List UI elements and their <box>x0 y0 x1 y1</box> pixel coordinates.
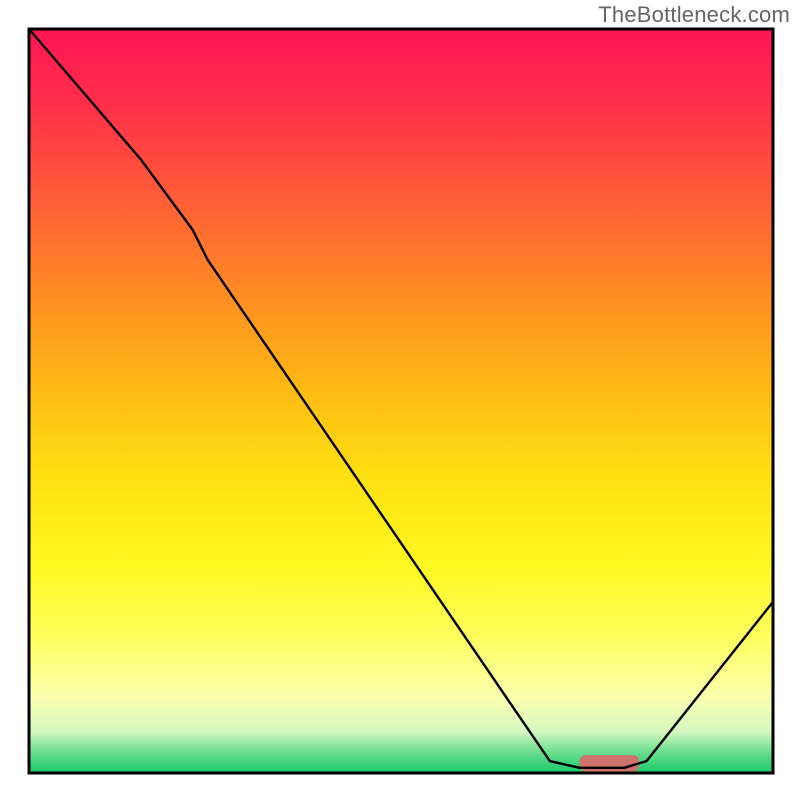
watermark-text: TheBottleneck.com <box>598 2 790 28</box>
optimal-range-marker <box>580 755 640 771</box>
bottleneck-chart: TheBottleneck.com <box>0 0 800 800</box>
plot-background <box>29 29 773 773</box>
chart-canvas <box>0 0 800 800</box>
